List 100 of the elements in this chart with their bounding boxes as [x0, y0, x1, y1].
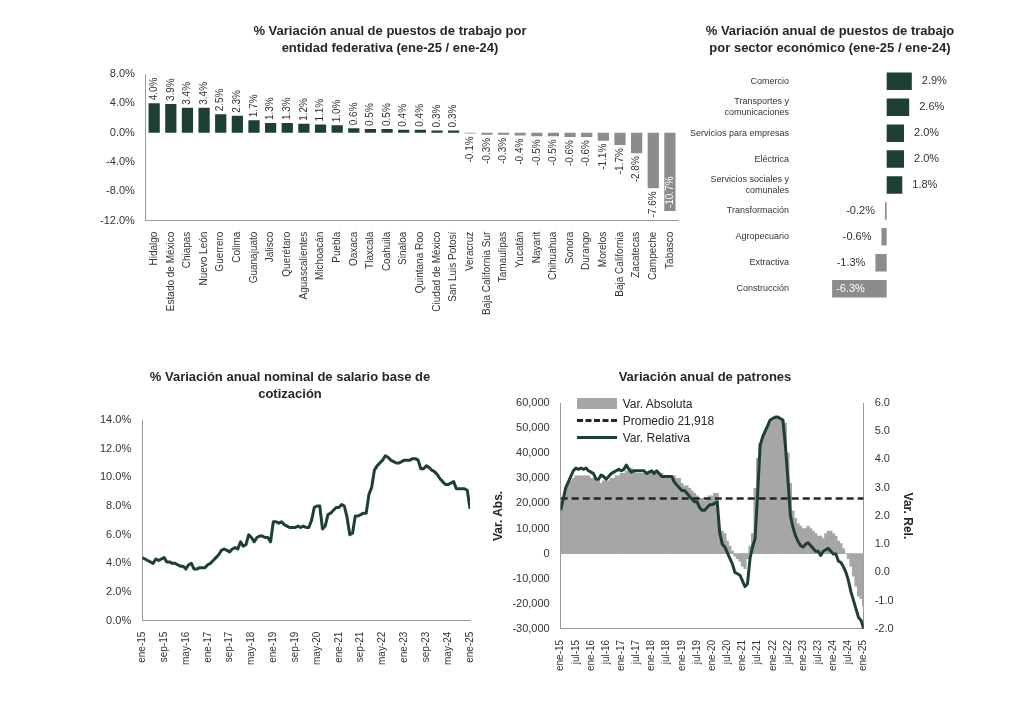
data-label: -0.2% [846, 203, 876, 216]
x-tick-label: Veracruz [464, 231, 476, 272]
y-tick-label: 6.0% [106, 527, 132, 540]
data-label: 1.3% [264, 97, 276, 121]
x-tick-label: ene-23 [796, 639, 808, 671]
x-tick-label: Coahuila [380, 231, 392, 272]
x-tick-label: Guerrero [214, 231, 226, 272]
legend-label: Var. Absoluta [622, 396, 693, 411]
data-label: -1.3% [836, 255, 866, 268]
y-tick-label: Eléctrica [754, 153, 790, 164]
data-label: 0.3% [430, 104, 442, 128]
y-tick-label: 30,000 [516, 471, 550, 484]
y-tick-label: Transportes y comunicaciones [724, 96, 790, 118]
legend-label: Var. Relativa [622, 430, 690, 445]
data-label: -0.3% [480, 137, 492, 164]
y2-tick-label: 3.0 [874, 480, 890, 493]
y-tick-label: 2.0% [106, 585, 132, 598]
y-tick-label: 10,000 [516, 521, 550, 534]
x-tick-label: Guanajuato [247, 231, 259, 284]
y-tick-label: 50,000 [516, 421, 550, 434]
data-label: 1.3% [281, 97, 293, 121]
y-tick-label: 0.0% [109, 125, 136, 138]
x-tick-label: ene-25 [857, 639, 869, 671]
y-tick-label: Transformación [726, 205, 790, 216]
x-tick-label: Tamaulipas [497, 231, 509, 283]
x-tick-label: Hidalgo [147, 231, 159, 266]
data-label: -7.6% [647, 191, 659, 218]
data-label: -10.7% [663, 176, 675, 209]
x-tick-label: jul-21 [751, 639, 763, 666]
x-tick-label: ene-24 [827, 639, 839, 671]
chart-title: % Variación anual de puestos de trabajo por sector económico (ene-25 / ene-24) [704, 22, 956, 56]
chart-title: % Variación anual de puestos de trabajo por entidad federativa (ene-25 / ene-24) [252, 22, 528, 56]
data-label: 2.0% [914, 126, 940, 139]
y-tick-label: Servicios para empresas [689, 127, 790, 138]
x-tick-label: Colima [231, 231, 243, 263]
data-label: -1.1% [597, 143, 609, 170]
y-tick-label: 8.0% [109, 67, 136, 80]
data-label: 0.5% [364, 103, 376, 126]
y2-tick-label: 2.0 [874, 508, 890, 521]
x-tick-label: jul-15 [569, 639, 581, 666]
x-tick-label: ene-22 [766, 639, 778, 671]
data-label: 4.0% [147, 77, 159, 101]
x-tick-label: jul-20 [721, 639, 733, 666]
data-label: -0.6% [842, 229, 872, 242]
data-label: 2.3% [231, 89, 243, 113]
data-label: 1.8% [912, 178, 938, 191]
y-tick-label: 10.0% [99, 470, 132, 483]
x-tick-label: Durango [580, 231, 592, 270]
x-tick-label: Morelos [597, 231, 609, 268]
x-tick-label: ene-17 [201, 631, 213, 663]
data-label: -6.3% [836, 281, 866, 294]
data-label: -0.4% [513, 138, 525, 165]
x-tick-label: Yucatán [513, 231, 525, 268]
x-tick-label: Zacatecas [630, 231, 642, 278]
y-tick-label: Construcción [736, 283, 790, 294]
x-tick-label: Ciudad de México [430, 231, 442, 312]
x-tick-label: jul-17 [630, 639, 642, 666]
x-tick-label: ene-15 [135, 631, 147, 663]
y2-tick-label: -2.0 [874, 621, 894, 634]
x-tick-label: Oaxaca [347, 231, 359, 267]
y-tick-label: 20,000 [516, 496, 550, 509]
y-tick-label: Extractiva [749, 257, 790, 268]
x-tick-label: jul-22 [781, 639, 793, 666]
y-tick-label: 12.0% [99, 441, 132, 454]
data-label: 3.4% [181, 81, 193, 105]
x-tick-label: sep-21 [354, 631, 366, 663]
data-label: 2.0% [914, 152, 940, 165]
y-tick-label: -12.0% [99, 213, 136, 226]
y-tick-label: 4.0% [109, 96, 136, 109]
data-label: -0.5% [530, 139, 542, 166]
x-tick-label: ene-23 [398, 631, 410, 663]
x-tick-label: Tabasco [663, 231, 675, 269]
data-label: -0.5% [547, 139, 559, 166]
y2-tick-label: 1.0 [874, 537, 890, 550]
chart-title: Variación anual de patrones [617, 368, 793, 385]
x-tick-label: Querétaro [281, 231, 293, 277]
x-tick-label: Baja California [613, 231, 625, 297]
x-tick-label: ene-17 [615, 639, 627, 671]
legend-label: Promedio 21,918 [622, 413, 715, 428]
x-tick-label: ene-19 [267, 631, 279, 663]
x-tick-label: Quintana Roo [414, 231, 426, 294]
x-tick-label: ene-25 [463, 631, 475, 663]
x-tick-label: may-24 [441, 631, 453, 666]
data-label: 1.7% [247, 94, 259, 118]
x-tick-label: jul-16 [599, 639, 611, 666]
x-tick-label: ene-16 [584, 639, 596, 671]
y-axis-title: Var. Abs. [490, 490, 505, 542]
x-tick-label: San Luis Potosí [447, 231, 459, 302]
data-label: -1.7% [613, 148, 625, 175]
y-tick-label: 40,000 [516, 446, 550, 459]
y-tick-label: -4.0% [106, 155, 136, 168]
x-tick-label: ene-19 [675, 639, 687, 671]
x-tick-label: Sinaloa [397, 231, 409, 265]
x-tick-label: ene-20 [705, 639, 717, 671]
x-tick-label: jul-23 [811, 639, 823, 666]
x-tick-label: may-22 [376, 631, 388, 666]
x-tick-label: Michoacán [314, 231, 326, 280]
y2-tick-label: 4.0 [874, 452, 890, 465]
data-label: 1.2% [297, 97, 309, 121]
data-label: 1.1% [314, 98, 326, 122]
